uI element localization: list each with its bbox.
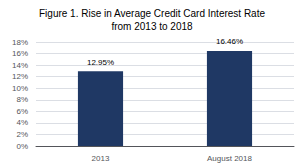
svg-text:2013: 2013 [92,154,110,163]
svg-text:12%: 12% [12,72,28,81]
svg-text:10%: 10% [12,84,28,93]
svg-text:2%: 2% [16,130,28,139]
svg-text:6%: 6% [16,107,28,116]
svg-text:18%: 18% [12,38,28,47]
svg-text:16%: 16% [12,49,28,58]
svg-text:16.46%: 16.46% [216,37,243,46]
svg-text:from 2013 to 2018: from 2013 to 2018 [111,21,193,32]
svg-text:14%: 14% [12,61,28,70]
svg-text:8%: 8% [16,95,28,104]
svg-text:August 2018: August 2018 [207,154,252,163]
svg-text:12.95%: 12.95% [87,58,114,67]
svg-text:4%: 4% [16,118,28,127]
svg-text:0%: 0% [16,142,28,151]
svg-text:Figure 1. Rise in Average Cred: Figure 1. Rise in Average Credit Card In… [39,8,265,19]
